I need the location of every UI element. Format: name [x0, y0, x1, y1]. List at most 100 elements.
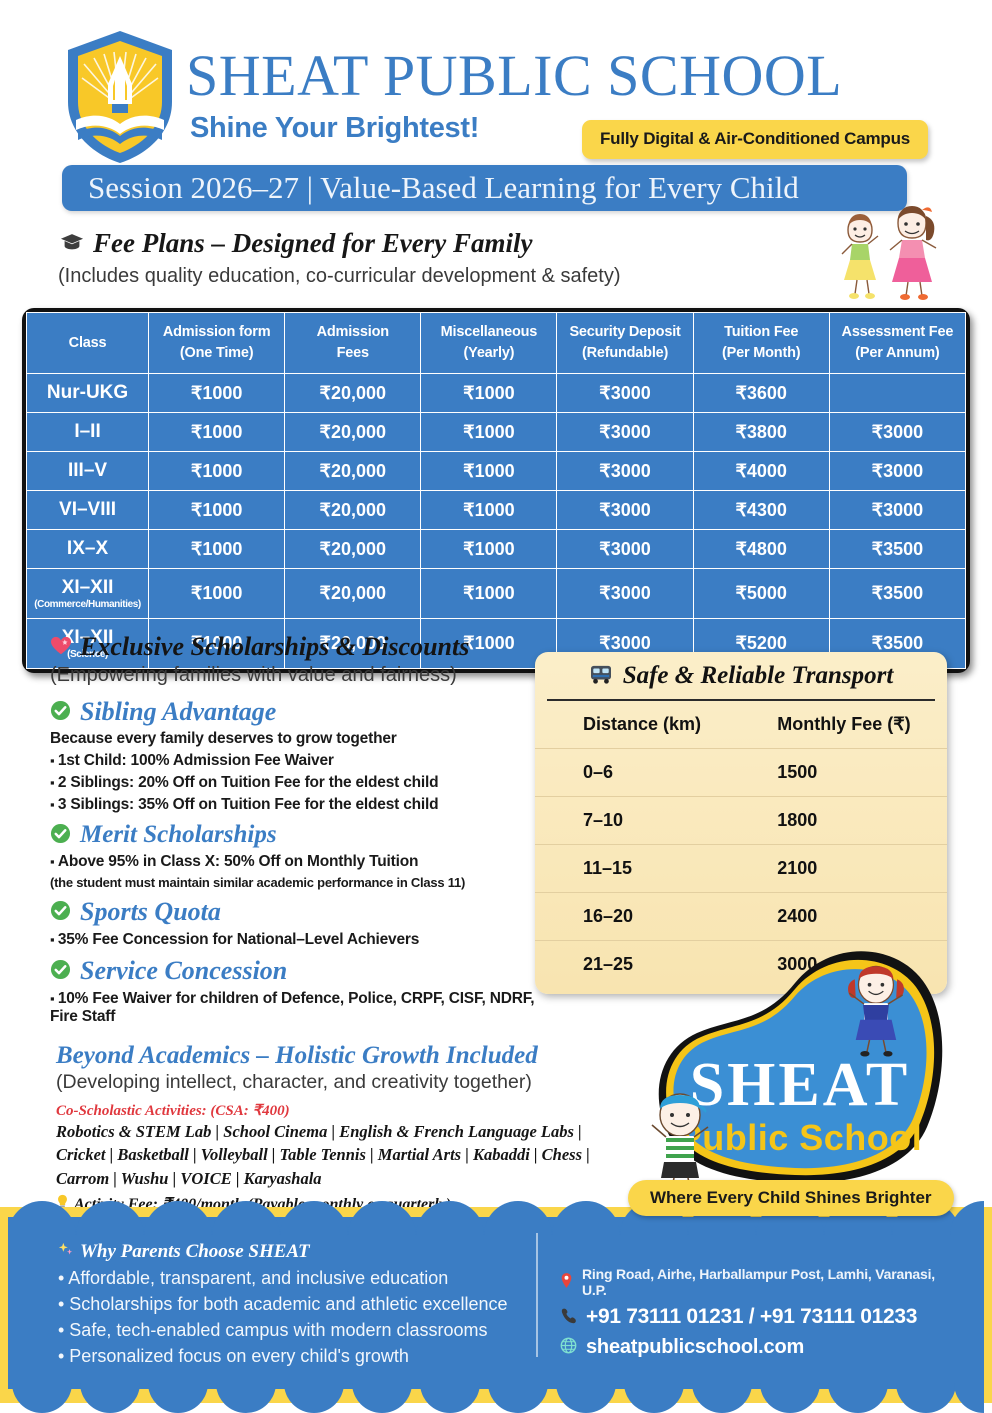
fee-cell-misc: ₹1000 [420, 451, 558, 492]
fee-cell-class: Nur-UKG [25, 373, 150, 414]
fee-table-row: Nur-UKG ₹1000 ₹20,000 ₹1000 ₹3000 ₹3600 [25, 373, 967, 414]
phone-text: +91 73111 01231 / +91 73111 01233 [586, 1305, 918, 1328]
fee-table-row: III–V ₹1000 ₹20,000 ₹1000 ₹3000 ₹4000 ₹3000 [25, 451, 967, 492]
scholarship-title-row: Sibling Advantage [50, 697, 550, 727]
scholarship-title-row: Service Concession [50, 956, 550, 986]
footer: Why Parents Choose SHEAT • Affordable, t… [0, 1201, 992, 1413]
fee-cell-class: IX–X [25, 529, 150, 570]
fee-cell-class: XI–XII (Science) [25, 618, 150, 670]
transport-cell-distance: 7–10 [535, 796, 750, 845]
hearts-icon [50, 635, 72, 659]
fee-cell-tuition: ₹3600 [692, 373, 830, 414]
fee-cell-assessment: ₹3000 [828, 490, 967, 531]
fee-cell-admission-fees: ₹20,000 [284, 568, 422, 620]
scholarship-block: Service Concession 10% Fee Waiver for chi… [50, 956, 550, 1026]
fee-cell-admission-fees: ₹20,000 [284, 373, 422, 414]
scholarship-block: Sibling Advantage Because every family de… [50, 697, 550, 814]
fee-cell-misc: ₹1000 [420, 490, 558, 531]
fee-cell-tuition: ₹5000 [692, 568, 830, 620]
school-name: SHEAT PUBLIC SCHOOL [186, 43, 843, 108]
fee-cell-assessment: ₹3000 [828, 451, 967, 492]
fee-cell-security: ₹3000 [556, 451, 694, 492]
transport-cell-fee: 1800 [749, 796, 947, 845]
fee-cell-admission-form: ₹1000 [148, 490, 286, 531]
transport-cell-fee: 3000 [777, 954, 818, 974]
fee-cell-admission-fees: ₹20,000 [284, 451, 422, 492]
transport-row: 21–25 3000 [535, 941, 947, 989]
transport-cell-distance: 0–6 [535, 748, 750, 797]
scholarship-title-row: Merit Scholarships [50, 821, 550, 849]
footer-blue-panel [8, 1217, 984, 1389]
green-check-icon [50, 700, 71, 725]
school-tagline: Shine Your Brightest! [190, 112, 480, 144]
shield-pen-book-icon [62, 28, 178, 166]
footer-divider [536, 1233, 538, 1357]
badge-tagline: Where Every Child Shines Brighter [628, 1180, 954, 1216]
fee-cell-assessment: ₹3500 [828, 568, 967, 620]
fee-cell-admission-form: ₹1000 [148, 373, 286, 414]
transport-header-row: Distance (km) Monthly Fee (₹) [535, 701, 947, 749]
why-parents-item: • Scholarships for both academic and ath… [58, 1294, 508, 1314]
fee-cell-misc: ₹1000 [420, 568, 558, 620]
fee-cell-tuition: ₹4300 [692, 490, 830, 531]
fee-cell-misc: ₹1000 [420, 412, 558, 453]
fee-col-misc: Miscellaneous (Yearly) [420, 311, 558, 375]
digital-campus-badge: Fully Digital & Air-Conditioned Campus [582, 120, 929, 159]
phone-row[interactable]: +91 73111 01231 / +91 73111 01233 [560, 1305, 960, 1329]
scholarships-subtitle: (Empowering families with value and fair… [50, 664, 457, 686]
fee-cell-tuition: ₹4000 [692, 451, 830, 492]
fee-plans-subtitle: (Includes quality education, co-curricul… [58, 265, 621, 287]
why-parents-item: • Safe, tech-enabled campus with modern … [58, 1320, 488, 1340]
fee-cell-assessment: ₹3000 [828, 412, 967, 453]
fee-cell-tuition: ₹3800 [692, 412, 830, 453]
csa-line-1: Robotics & STEM Lab | School Cinema | En… [56, 1122, 582, 1141]
website-text: sheatpublicschool.com [586, 1336, 805, 1358]
green-check-icon [50, 900, 71, 925]
scholarship-note: (the student must maintain similar acade… [50, 875, 466, 890]
svg-text:SHEAT: SHEAT [690, 1051, 911, 1119]
fee-col-assessment: Assessment Fee (Per Annum) [828, 311, 967, 375]
scholarship-title-row: Sports Quota [50, 897, 550, 927]
website-row[interactable]: sheatpublicschool.com [560, 1336, 960, 1359]
fee-cell-security: ₹3000 [556, 412, 694, 453]
transport-cell-distance: 21–25 [583, 954, 634, 974]
scholarships-section: Exclusive Scholarships & Discounts (Empo… [50, 632, 550, 1026]
scholarship-name: Service Concession [80, 956, 288, 985]
fee-cell-class-note: (Commerce/Humanities) [34, 599, 141, 611]
transport-cell-fee: 2400 [749, 892, 947, 941]
fee-table-row: I–II ₹1000 ₹20,000 ₹1000 ₹3000 ₹3800 ₹3000 [25, 412, 967, 453]
why-parents-title: Why Parents Choose SHEAT [80, 1241, 310, 1262]
green-check-icon [50, 823, 71, 848]
scholarship-name: Sibling Advantage [80, 697, 277, 726]
boy-illustration [640, 1085, 720, 1195]
csa-line-3: Carrom | Wushu | VOICE | Karyashala [56, 1168, 322, 1188]
scholarships-title: Exclusive Scholarships & Discounts [80, 632, 470, 661]
transport-row: 11–15 2100 [535, 844, 947, 893]
transport-title: Safe & Reliable Transport [622, 662, 894, 689]
why-parents-heading: Why Parents Choose SHEAT [58, 1241, 578, 1263]
fee-table-row: XI–XII (Science) ₹1000 ₹20,000 ₹1000 ₹3000 ₹52… [25, 618, 967, 670]
fee-table-row: VI–VIII ₹1000 ₹20,000 ₹1000 ₹3000 ₹4300 ₹3000 [25, 490, 967, 531]
fee-cell-misc: ₹1000 [420, 618, 558, 670]
scholarships-heading: Exclusive Scholarships & Discounts [50, 632, 550, 662]
fee-col-tuition: Tuition Fee (Per Month) [692, 311, 830, 375]
fee-table-row: IX–X ₹1000 ₹20,000 ₹1000 ₹3000 ₹4800 ₹3500 [25, 529, 967, 570]
fee-col-security: Security Deposit (Refundable) [556, 311, 694, 375]
fee-cell-class: XI–XII (Commerce/Humanities) [25, 568, 150, 620]
scholarship-name: Merit Scholarships [80, 821, 277, 848]
scholarship-block: Sports Quota 35% Fee Concession for Natio… [50, 897, 550, 949]
fee-cell-admission-form: ₹1000 [148, 451, 286, 492]
transport-table: Distance (km) Monthly Fee (₹) 0–6 1500 7–1… [535, 701, 947, 988]
session-banner: Session 2026–27 | Value-Based Learning f… [62, 165, 907, 211]
transport-col-fee: Monthly Fee (₹) [749, 701, 947, 749]
transport-cell-distance: 16–20 [535, 892, 750, 941]
scholarship-item: 3 Siblings: 35% Off on Tuition Fee for t… [50, 796, 550, 814]
transport-row: 7–10 1800 [535, 796, 947, 845]
fee-cell-security: ₹3000 [556, 529, 694, 570]
fee-cell-tuition: ₹4800 [692, 529, 830, 570]
why-parents-item: • Affordable, transparent, and inclusive… [58, 1268, 449, 1288]
transport-row: 16–20 2400 [535, 892, 947, 941]
beyond-title: Beyond Academics – Holistic Growth Inclu… [56, 1042, 538, 1069]
fee-cell-admission-fees: ₹20,000 [284, 490, 422, 531]
transport-heading: Safe & Reliable Transport [547, 662, 935, 701]
